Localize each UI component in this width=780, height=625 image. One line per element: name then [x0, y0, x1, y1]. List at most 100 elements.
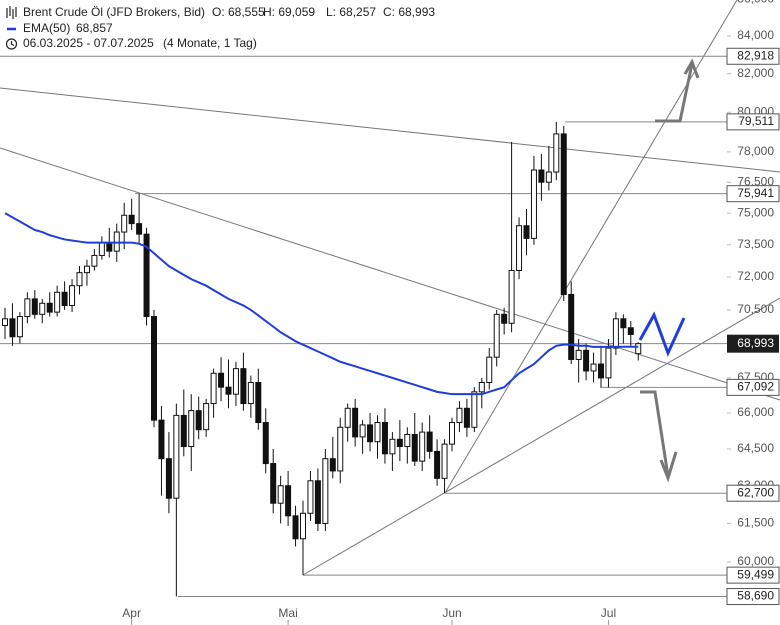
- candle-body: [322, 458, 329, 524]
- candle-body: [218, 372, 225, 388]
- x-tick-label: Apr: [122, 606, 141, 620]
- y-tick-label: 70,500: [737, 302, 774, 316]
- candle-body: [598, 363, 604, 379]
- level-box: [726, 588, 780, 606]
- header: Brent Crude Öl (JFD Brokers, Bid) O: 68,…: [5, 5, 435, 50]
- level-box: [726, 378, 780, 396]
- candle-body: [113, 231, 120, 252]
- candle-body: [277, 485, 284, 504]
- trendline: [444, 0, 738, 494]
- candle-body: [91, 254, 98, 267]
- ema-line: [4, 212, 639, 396]
- candle-body: [523, 225, 530, 239]
- candle-body: [173, 414, 180, 499]
- y-tick-label: 86,000: [737, 0, 774, 5]
- level-label: 67,092: [737, 380, 774, 394]
- y-tick-label: 61,500: [737, 516, 774, 530]
- y-tick-label: 66,000: [737, 405, 774, 419]
- level-label: 59,499: [737, 567, 774, 581]
- candle-body: [359, 424, 366, 438]
- candle-body: [31, 298, 38, 315]
- candle-body: [2, 318, 8, 327]
- candle-body: [54, 291, 61, 313]
- candle-body: [553, 133, 560, 173]
- candle-body: [538, 169, 545, 183]
- candle-body: [367, 424, 374, 443]
- candle-body: [501, 313, 508, 324]
- clock-icon: [5, 38, 18, 50]
- candle-body: [508, 269, 515, 324]
- plot-area: [0, 55, 727, 598]
- y-tick-label: 60,000: [737, 554, 774, 568]
- candle-body: [69, 285, 76, 306]
- candle-body: [612, 318, 619, 349]
- candle-body: [16, 316, 23, 338]
- candle-body: [411, 433, 418, 462]
- candle-body: [232, 368, 239, 395]
- y-tick-label: 84,000: [737, 28, 774, 42]
- level-box: [726, 47, 780, 65]
- y-tick-label: 82,000: [737, 66, 774, 80]
- candle-body: [560, 133, 567, 295]
- level-label: 79,511: [738, 114, 774, 128]
- candle-body: [635, 343, 642, 355]
- candle-body: [441, 443, 448, 479]
- candle-body: [180, 414, 187, 448]
- y-tick-label: 64,500: [737, 441, 774, 455]
- arrow-head: [683, 58, 700, 79]
- candle-body: [158, 419, 165, 460]
- level-label: 62,700: [737, 485, 774, 499]
- candle-body: [456, 407, 463, 424]
- high-label: H: 69,059: [263, 5, 315, 19]
- candle-body: [419, 431, 426, 462]
- close-label: C: 68,993: [383, 5, 435, 19]
- period: (4 Monate, 1 Tag): [163, 36, 257, 50]
- candle-body: [262, 422, 269, 465]
- price-axis: 60,00061,50063,00064,50066,00067,50069,0…: [122, 0, 780, 625]
- candle-body: [516, 225, 523, 271]
- candle-body: [106, 242, 113, 252]
- candle-body: [344, 407, 351, 428]
- low-label: L: 68,257: [326, 5, 376, 19]
- candle-body: [620, 318, 627, 329]
- candle-body: [307, 480, 314, 514]
- level-box: [726, 185, 780, 203]
- candle-body: [83, 265, 90, 274]
- candle-body: [136, 223, 143, 235]
- candle-body: [314, 480, 321, 524]
- scenario-zigzag: [638, 311, 686, 357]
- candle-body: [285, 485, 292, 517]
- open-label: O: 68,555: [212, 5, 265, 19]
- candle-body: [188, 410, 195, 448]
- last-price-label: 68,993: [737, 336, 774, 350]
- x-tick-label: Mai: [278, 606, 297, 620]
- candle-body: [76, 272, 83, 287]
- arrow-head: [659, 451, 678, 483]
- candle-body: [583, 349, 590, 372]
- candle-body: [389, 438, 396, 455]
- candle-body: [203, 403, 210, 431]
- candle-body: [240, 368, 247, 405]
- candle-body: [61, 291, 68, 306]
- candle-body: [530, 169, 537, 239]
- candle-body: [352, 407, 359, 438]
- candle-body: [9, 318, 16, 338]
- candle-body: [292, 515, 299, 540]
- candle-body: [463, 407, 470, 428]
- y-tick-label: 75,000: [737, 205, 774, 219]
- candle-body: [121, 214, 128, 233]
- x-tick-label: Jul: [601, 606, 616, 620]
- candle-body: [434, 450, 441, 479]
- trendline: [0, 87, 780, 173]
- legend-label: EMA(50): [23, 21, 70, 35]
- date-range: 06.03.2025 - 07.07.2025: [23, 36, 154, 50]
- candle-body: [575, 349, 582, 360]
- level-box: [726, 566, 780, 584]
- candle-body: [590, 363, 597, 372]
- candle-body: [165, 458, 172, 499]
- candle-body: [151, 316, 157, 421]
- candle-body: [195, 410, 202, 431]
- y-tick-label: 72,000: [737, 269, 774, 283]
- candle-body: [98, 242, 105, 256]
- y-tick-label: 73,500: [737, 237, 774, 251]
